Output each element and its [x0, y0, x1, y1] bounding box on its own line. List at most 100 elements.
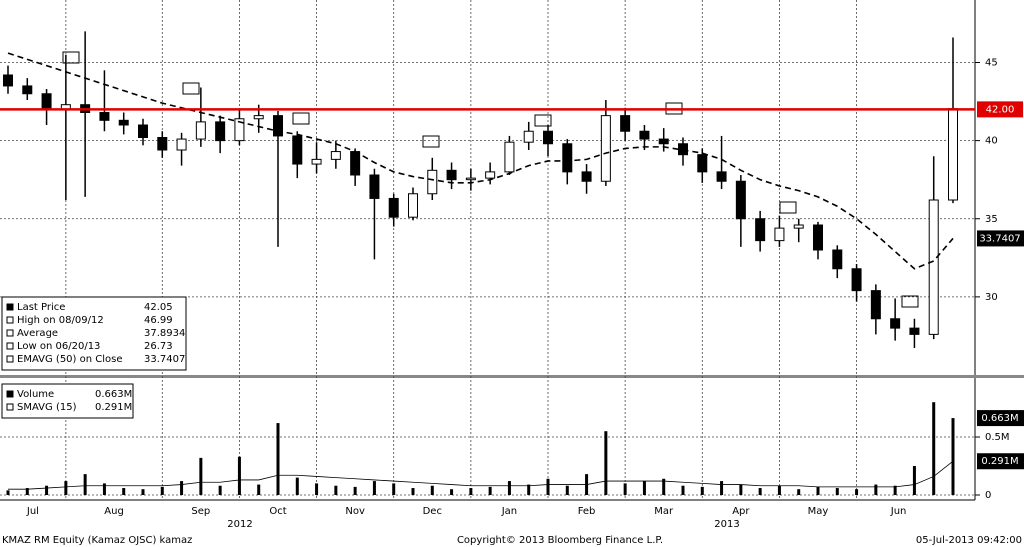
candle-body	[273, 115, 283, 137]
candle-body	[755, 218, 766, 242]
candle-body	[523, 130, 534, 143]
volume-bar	[141, 489, 145, 495]
volume-bar	[546, 478, 550, 495]
candle-body	[697, 154, 708, 173]
x-tick-label: Jan	[501, 506, 517, 517]
legend-label: SMAVG (15)	[17, 402, 77, 413]
sma-last-label: 0.291M	[981, 456, 1018, 467]
volume-bar	[874, 484, 878, 495]
x-tick-label: Oct	[269, 506, 286, 517]
footer-left: KMAZ RM Equity (Kamaz OJSC) kamaz	[2, 535, 192, 546]
volume-bar	[912, 466, 916, 495]
volume-bar	[83, 474, 87, 495]
candle-body	[813, 224, 823, 251]
legend-value: 42.05	[144, 302, 173, 313]
panel-separator	[0, 375, 1024, 378]
candle-body	[948, 108, 958, 201]
candle-body	[118, 119, 129, 126]
x-tick-label: Mar	[654, 506, 674, 517]
legend-value: 46.99	[144, 315, 173, 326]
y-tick-label: 30	[985, 292, 998, 303]
legend-box	[1, 296, 187, 371]
year-label: 2013	[714, 519, 739, 530]
volume-bar	[6, 490, 10, 495]
news-icon	[182, 82, 200, 95]
year-label: 2012	[227, 519, 252, 530]
volume-bar	[720, 481, 724, 495]
candle-body	[253, 115, 264, 120]
legend-value: 0.291M	[95, 402, 132, 413]
candle-body	[870, 290, 881, 320]
volume-bar	[565, 485, 569, 495]
y-tick-label: 0.5M	[985, 432, 1010, 443]
volume-bar	[276, 423, 280, 495]
candle-body	[292, 135, 303, 165]
volume-bar	[835, 488, 839, 495]
y-tick-label: 0	[985, 490, 991, 501]
x-tick-label: Feb	[578, 506, 596, 517]
candle-body	[22, 85, 33, 95]
volume-bar	[218, 485, 222, 495]
candle-body	[41, 93, 52, 110]
y-tick-label: 40	[985, 136, 998, 147]
x-tick-label: Apr	[732, 506, 750, 517]
candle-body	[543, 130, 553, 145]
legend-label: Volume	[17, 389, 54, 400]
news-icon	[901, 295, 919, 308]
volume-bar	[25, 488, 29, 495]
legend-value: 37.8934	[144, 328, 185, 339]
legend-symbol	[6, 403, 14, 411]
volume-bar	[642, 481, 646, 495]
candle-body	[157, 137, 168, 151]
candle-body	[465, 177, 476, 181]
volume-bar	[951, 418, 955, 495]
volume-bar	[199, 457, 203, 495]
volume-bar	[450, 489, 454, 495]
news-icon	[422, 135, 440, 148]
candle-body	[369, 174, 380, 199]
legend-label: Low on 06/20/13	[17, 341, 100, 352]
volume-bar	[102, 483, 106, 495]
legend: Last Price 42.05 High on 08/09/12 46.99 Aver…	[1, 296, 187, 371]
volume-bar	[855, 489, 859, 495]
volume-bar	[122, 488, 126, 495]
volume-last-label-box	[977, 410, 1024, 427]
volume-bar	[257, 484, 261, 495]
x-tick-label: Jun	[890, 506, 907, 517]
legend-symbol	[6, 329, 14, 337]
candle-body	[99, 112, 110, 121]
candle-body	[138, 124, 148, 138]
news-icon	[534, 114, 552, 127]
candle-body	[716, 171, 727, 182]
news-icon	[779, 201, 797, 214]
legend-symbol	[6, 303, 14, 311]
candle-body	[427, 169, 438, 195]
ema-line	[7, 52, 954, 270]
candle-body	[793, 224, 804, 229]
candle-body	[890, 318, 901, 329]
volume-bar	[700, 486, 704, 495]
candle-body	[832, 249, 843, 270]
candle-body	[215, 121, 226, 142]
volume-bar	[681, 485, 685, 495]
y-tick-label: 35	[985, 214, 998, 225]
volume-bar	[739, 484, 743, 495]
volume-bar	[372, 481, 376, 495]
news-icon	[62, 51, 80, 64]
candle-body	[639, 130, 650, 140]
candle-body	[234, 118, 245, 142]
legend-value: 33.7407	[144, 354, 185, 365]
legend-symbol	[6, 316, 14, 324]
footer-right: 05-Jul-2013 09:42:00	[916, 535, 1022, 546]
footer-center: Copyright© 2013 Bloomberg Finance L.P.	[457, 535, 663, 546]
candle-body	[562, 143, 573, 173]
sma-last-label-box	[977, 453, 1024, 470]
candle-body	[388, 197, 399, 218]
volume-bar	[237, 456, 241, 495]
candle-body	[330, 151, 341, 160]
candle-body	[600, 115, 611, 182]
volume-bar	[334, 485, 338, 495]
candle-body	[408, 193, 418, 218]
